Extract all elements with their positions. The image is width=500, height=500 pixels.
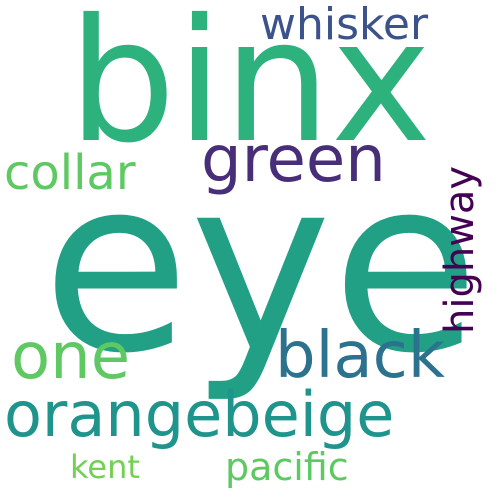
- word-highway: highway: [437, 165, 483, 334]
- word-pacific: pacific: [225, 445, 349, 489]
- word-kent: kent: [70, 448, 140, 486]
- word-one: one: [11, 320, 131, 394]
- word-binx: binx: [68, 0, 432, 181]
- word-collar: collar: [4, 145, 136, 201]
- word-orangebeige: orangebeige: [4, 378, 395, 451]
- word-green: green: [201, 123, 386, 197]
- word-black: black: [275, 319, 445, 393]
- word-eye: eye: [42, 126, 480, 406]
- word-whisker: whisker: [260, 0, 429, 50]
